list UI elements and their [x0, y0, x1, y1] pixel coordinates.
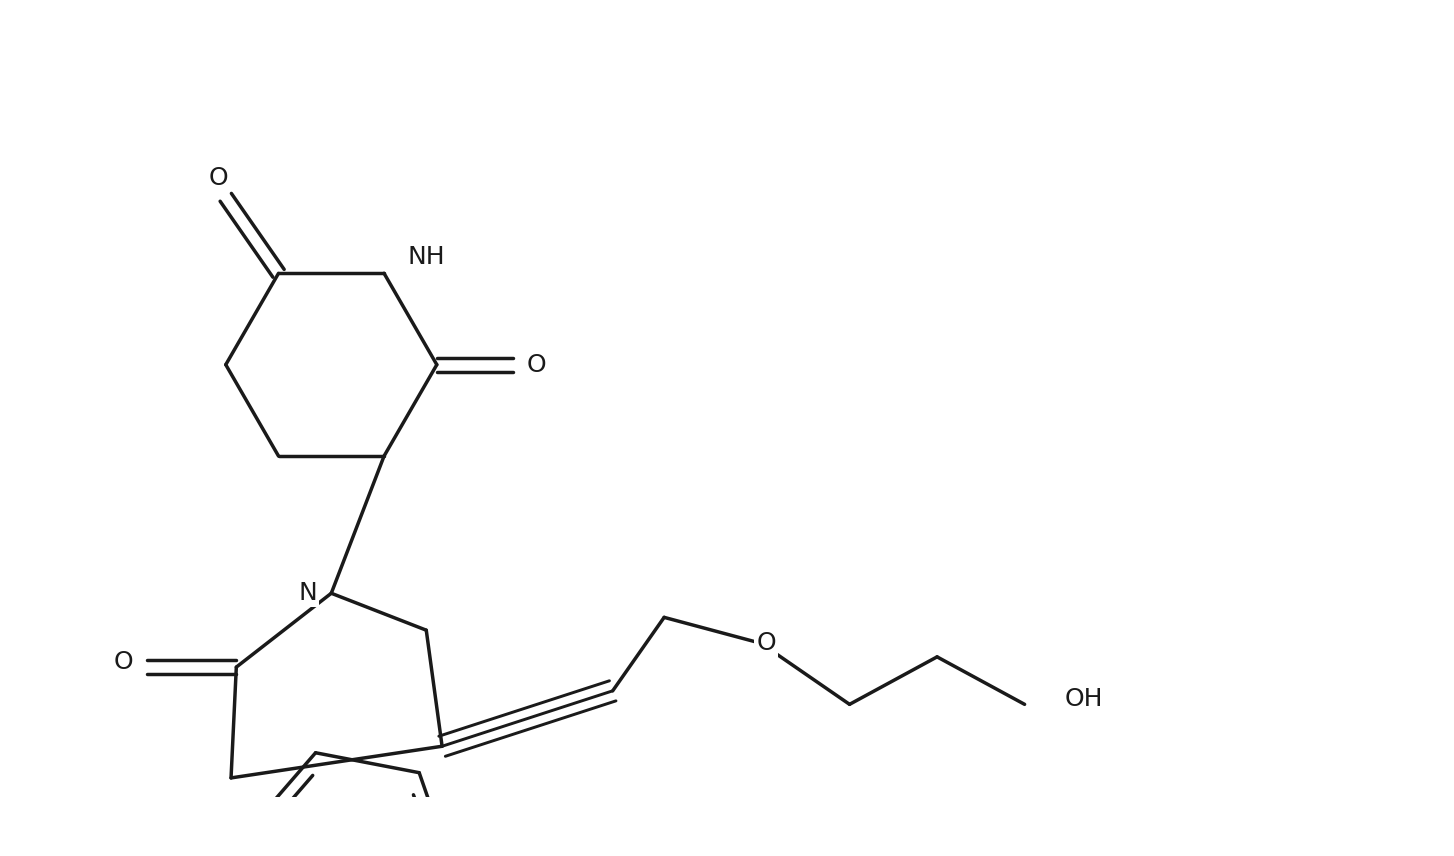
Text: NH: NH	[407, 246, 445, 270]
Text: N: N	[298, 581, 317, 605]
Text: OH: OH	[1064, 687, 1104, 711]
Text: O: O	[113, 650, 134, 674]
Text: O: O	[208, 166, 228, 190]
Text: O: O	[526, 353, 545, 377]
Text: O: O	[756, 631, 776, 656]
